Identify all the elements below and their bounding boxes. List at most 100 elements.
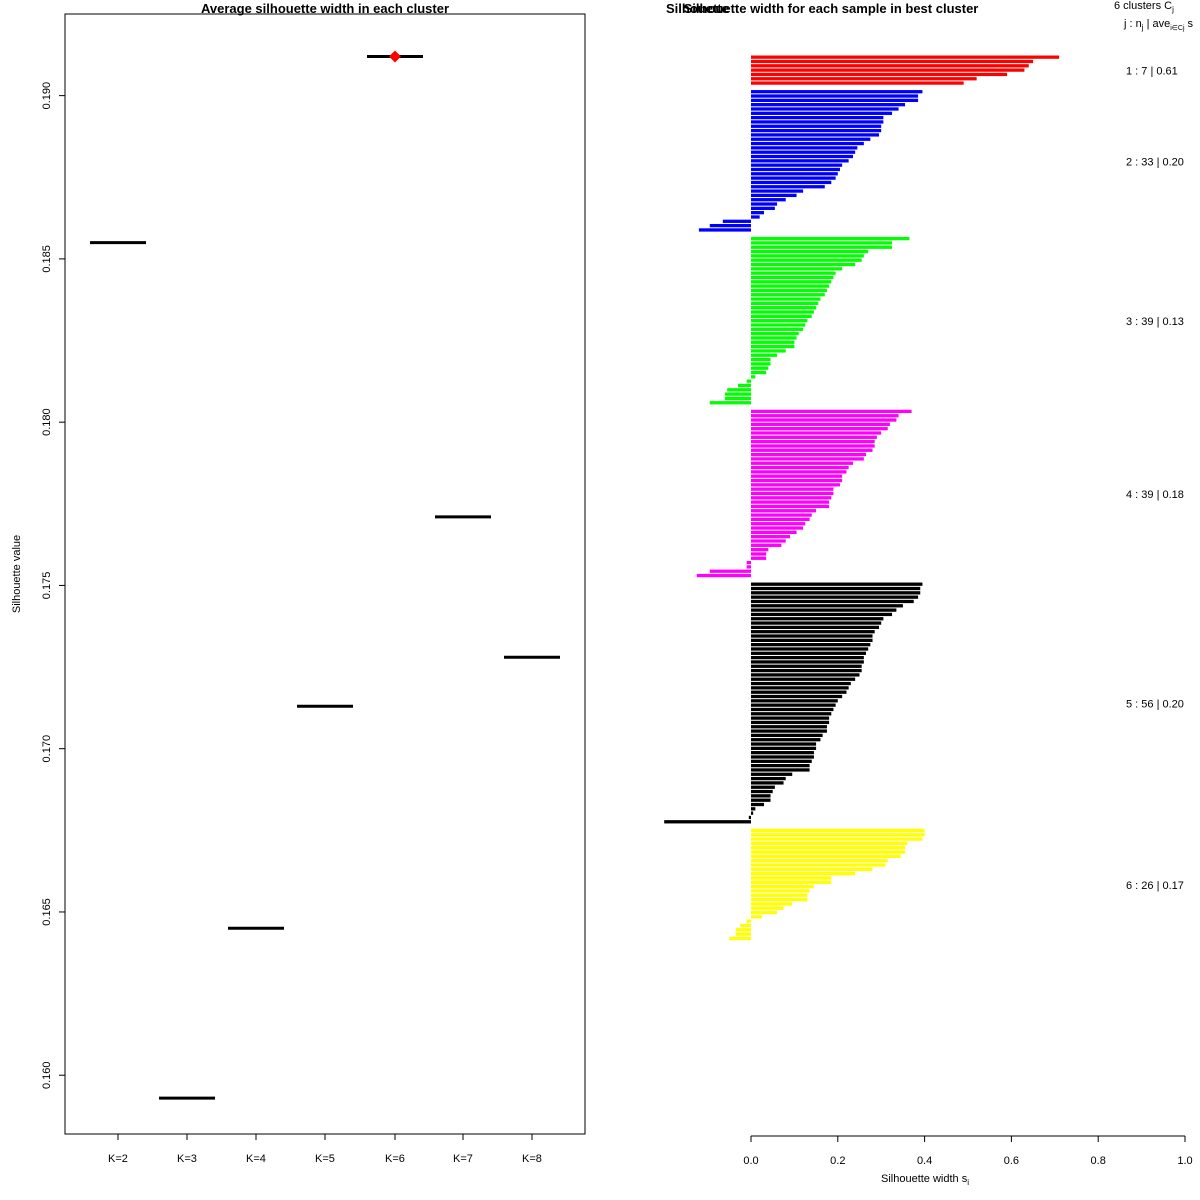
- legend-header-line1: 6 clusters Cj: [1114, 0, 1174, 14]
- silhouette-bar-cluster-5: [751, 638, 873, 642]
- silhouette-bar-cluster-5: [751, 725, 827, 729]
- cluster-label-1: 1 : 7 | 0.61: [1126, 66, 1178, 78]
- silhouette-bar-cluster-6: [751, 876, 832, 880]
- silhouette-bar-cluster-3: [751, 254, 864, 258]
- right-x-axis-label: Silhouette width si: [881, 1173, 969, 1187]
- silhouette-bar-cluster-4: [751, 470, 847, 474]
- silhouette-bar-cluster-6: [751, 837, 923, 841]
- cluster-label-4: 4 : 39 | 0.18: [1126, 489, 1184, 501]
- silhouette-bar-cluster-5: [751, 811, 754, 815]
- silhouette-bar-cluster-6: [751, 897, 808, 902]
- silhouette-bar-cluster-3: [751, 293, 825, 297]
- silhouette-bar-cluster-5: [751, 617, 884, 621]
- silhouette-bar-cluster-6: [729, 936, 751, 941]
- right-x-tick-label: 0.8: [1091, 1155, 1106, 1167]
- silhouette-bar-cluster-5: [751, 772, 793, 776]
- silhouette-bar-cluster-5: [751, 582, 923, 586]
- silhouette-bar-cluster-6: [751, 880, 832, 884]
- silhouette-bar-cluster-5: [751, 763, 810, 768]
- silhouette-bar-cluster-5: [751, 755, 814, 759]
- silhouette-bar-cluster-6: [751, 884, 814, 889]
- silhouette-bar-cluster-2: [751, 120, 884, 124]
- silhouette-bar-cluster-6: [735, 932, 751, 936]
- silhouette-bar-cluster-5: [751, 794, 771, 798]
- silhouette-bar-cluster-5: [751, 712, 832, 716]
- silhouette-bar-cluster-6: [746, 919, 751, 923]
- silhouette-bar-cluster-5: [751, 612, 893, 617]
- silhouette-bar-cluster-4: [751, 461, 853, 465]
- right-chart-title-overlap: Silhouette: [666, 1, 729, 16]
- silhouette-bar-cluster-3: [751, 245, 893, 249]
- silhouette-bar-cluster-1: [751, 59, 1034, 64]
- silhouette-bar-cluster-4: [751, 422, 890, 426]
- silhouette-bar-cluster-3: [751, 258, 862, 262]
- silhouette-bar-cluster-3: [709, 401, 751, 405]
- average-silhouette-panel: Average silhouette width in each cluster…: [11, 1, 586, 1165]
- silhouette-bar-cluster-5: [751, 720, 830, 725]
- silhouette-bar-cluster-5: [751, 625, 880, 630]
- silhouette-width-panel: Silhouette Silhouette width for each sam…: [664, 0, 1194, 1187]
- silhouette-bar-cluster-3: [737, 383, 751, 388]
- silhouette-bar-cluster-5: [751, 621, 882, 625]
- left-chart-title: Average silhouette width in each cluster: [201, 1, 449, 16]
- silhouette-bar-cluster-5: [751, 643, 871, 647]
- silhouette-bar-cluster-4: [751, 500, 830, 504]
- silhouette-bar-cluster-6: [751, 833, 925, 837]
- silhouette-bar-cluster-4: [751, 487, 834, 491]
- best-k-marker: [389, 50, 401, 63]
- silhouette-bar-cluster-5: [751, 591, 921, 595]
- silhouette-bar-cluster-4: [751, 509, 817, 513]
- silhouette-bar-cluster-2: [751, 215, 760, 219]
- silhouette-bar-cluster-4: [751, 435, 877, 439]
- silhouette-bar-cluster-5: [751, 668, 862, 673]
- silhouette-bar-cluster-3: [751, 353, 778, 357]
- silhouette-bar-cluster-2: [751, 202, 778, 206]
- silhouette-bar-cluster-3: [751, 362, 771, 366]
- silhouette-bar-cluster-4: [751, 483, 840, 487]
- silhouette-bar-cluster-5: [751, 655, 864, 660]
- silhouette-bar-cluster-4: [751, 539, 786, 543]
- silhouette-bar-cluster-1: [751, 55, 1060, 59]
- silhouette-bar-cluster-2: [751, 94, 919, 98]
- silhouette-bar-cluster-6: [751, 902, 793, 906]
- silhouette-bar-cluster-5: [751, 686, 849, 690]
- silhouette-bar-cluster-5: [751, 690, 847, 694]
- silhouette-bar-cluster-3: [751, 327, 804, 331]
- left-y-tick-label: 0.190: [41, 82, 53, 110]
- silhouette-bar-cluster-4: [751, 474, 843, 478]
- silhouette-bar-cluster-4: [746, 560, 751, 565]
- silhouette-bar-cluster-3: [724, 396, 751, 401]
- silhouette-bar-cluster-5: [751, 738, 821, 742]
- cluster-label-5: 5 : 56 | 0.20: [1126, 699, 1184, 711]
- silhouette-bar-cluster-6: [751, 867, 873, 871]
- left-x-tick-label: K=6: [385, 1153, 405, 1165]
- silhouette-bar-cluster-4: [751, 409, 912, 414]
- silhouette-bar-cluster-4: [751, 491, 834, 496]
- silhouette-bar-cluster-3: [751, 366, 769, 370]
- left-y-tick-label: 0.175: [41, 572, 53, 600]
- silhouette-bar-cluster-1: [751, 77, 977, 81]
- silhouette-bar-cluster-5: [751, 699, 838, 703]
- silhouette-bar-cluster-1: [751, 68, 1025, 72]
- silhouette-bar-cluster-2: [751, 90, 923, 94]
- silhouette-bar-cluster-5: [751, 776, 786, 781]
- silhouette-bar-cluster-5: [664, 820, 751, 824]
- silhouette-bar-cluster-2: [751, 198, 786, 202]
- silhouette-bar-cluster-4: [751, 526, 804, 530]
- silhouette-bar-cluster-4: [751, 444, 875, 448]
- silhouette-bar-cluster-4: [696, 573, 751, 578]
- silhouette-bar-cluster-3: [751, 297, 821, 301]
- silhouette-bar-cluster-3: [751, 306, 817, 310]
- silhouette-bar-cluster-4: [751, 465, 849, 470]
- silhouette-bar-cluster-3: [751, 301, 819, 306]
- silhouette-bar-cluster-5: [751, 729, 827, 733]
- silhouette-bar-cluster-3: [751, 375, 756, 379]
- silhouette-bar-cluster-4: [751, 414, 899, 418]
- silhouette-bar-cluster-2: [751, 98, 919, 102]
- silhouette-bar-cluster-5: [751, 716, 830, 720]
- silhouette-bar-cluster-2: [751, 146, 858, 150]
- silhouette-bar-cluster-2: [751, 103, 906, 107]
- right-x-tick-label: 0.4: [917, 1155, 932, 1167]
- silhouette-bar-cluster-5: [751, 707, 834, 712]
